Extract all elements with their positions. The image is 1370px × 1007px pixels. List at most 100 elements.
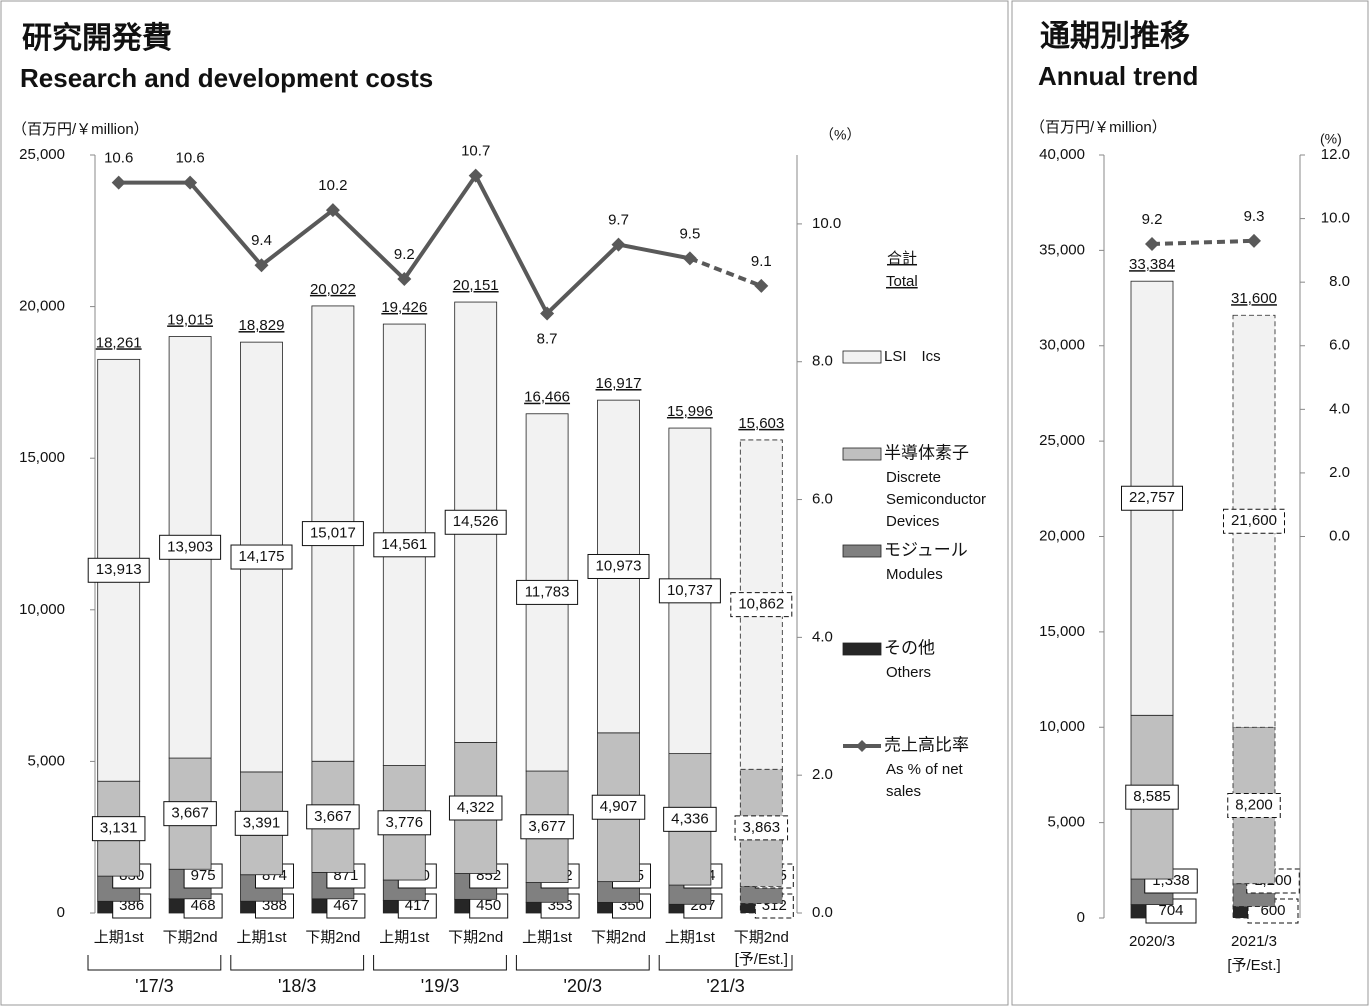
value-label: 13,903 [167,538,213,555]
value-label-box [587,553,650,579]
value-label: 15,017 [310,525,356,542]
y2-tick-label: 8.0 [1329,273,1350,290]
y2-tick-label: 2.0 [1329,464,1350,481]
ratio-marker [1145,237,1159,252]
y-tick-label: 0 [1077,909,1085,926]
ratio-label: 10.6 [104,150,133,167]
y2-axis-label: (%) [1320,131,1342,147]
ratio-label: 9.2 [394,246,415,263]
ratio-marker [254,258,269,273]
x-tick-label: 2020/3 [1129,933,1175,950]
panel-border [1011,0,1369,1006]
legend-label-en: Others [886,664,931,681]
group-label: '20/3 [564,976,602,996]
legend-label-en: As % of net [886,761,964,778]
total-label: 20,022 [310,281,356,298]
ratio-line [118,171,691,317]
group-label: '21/3 [706,976,744,996]
legend-swatch [842,544,882,558]
y2-tick-label: 12.0 [1321,146,1350,163]
group-bracket [87,955,222,971]
estimate-label: [予/Est.] [1227,957,1280,974]
value-label: 450 [476,897,501,914]
ratio-label: 10.2 [318,177,347,194]
value-label-box [1121,485,1183,511]
value-label: 3,776 [386,814,424,831]
x-tick-label: 2021/3 [1231,933,1277,950]
value-label-box [87,557,150,583]
legend-marker [856,740,868,752]
ratio-marker [540,306,555,321]
bar-segment [739,886,783,904]
x-tick-label: 下期2nd [305,929,360,946]
x-tick-label: 上期1st [522,929,573,946]
y-tick-label: 25,000 [1039,432,1085,449]
ratio-marker [611,237,626,252]
total-label: 19,015 [167,311,213,328]
x-tick-label: 上期1st [94,929,145,946]
y-tick-label: 5,000 [27,752,65,769]
value-label: 21,600 [1231,512,1277,529]
chart-subtitle: Annual trend [1038,61,1198,91]
value-label: 4,336 [671,810,709,827]
group-label: '19/3 [421,976,459,996]
value-label: 467 [333,897,358,914]
legend-label-en: Modules [886,566,943,583]
ratio-label: 9.1 [751,253,772,270]
panel-border [0,0,1009,1006]
ratio-marker [111,175,126,190]
ratio-marker [754,278,769,293]
legend-swatch [842,350,882,364]
total-label: 33,384 [1129,256,1175,273]
y2-tick-label: 4.0 [812,628,833,645]
y2-tick-label: 6.0 [1329,337,1350,354]
ratio-marker [325,203,340,218]
y-tick-label: 0 [57,904,65,921]
value-label: 3,391 [243,814,281,831]
value-label: 8,200 [1235,796,1273,813]
value-label: 3,131 [100,820,138,837]
total-label: 18,261 [96,334,142,351]
group-label: '18/3 [278,976,316,996]
legend-label: LSI Ics [884,348,941,365]
value-label-box [730,592,793,618]
ratio-marker [397,272,412,287]
value-label: 14,561 [381,536,427,553]
total-label: 16,917 [596,375,642,392]
value-label-box [734,815,789,841]
value-label: 10,862 [738,596,784,613]
value-label: 975 [191,867,216,884]
value-label-box [520,814,574,840]
y-tick-label: 35,000 [1039,241,1085,258]
value-label: 417 [405,897,430,914]
total-label: 31,600 [1231,290,1277,307]
value-label-box [306,804,360,830]
value-label-box [91,816,146,842]
value-label: 14,175 [239,548,285,565]
legend-label-en: sales [886,783,921,800]
y-tick-label: 15,000 [1039,623,1085,640]
x-tick-label: 上期1st [236,929,287,946]
estimate-label: [予/Est.] [735,951,788,968]
ratio-marker [183,175,198,190]
legend-total-en: Total [886,273,918,290]
ratio-label: 10.6 [175,150,204,167]
ratio-label: 8.7 [537,330,558,347]
y-tick-label: 40,000 [1039,146,1085,163]
y-tick-label: 10,000 [1039,718,1085,735]
total-label: 19,426 [381,299,427,316]
legend-label: 売上高比率 [884,735,969,754]
value-label: 4,907 [600,798,638,815]
y2-tick-label: 8.0 [812,353,833,370]
x-tick-label: 上期1st [379,929,430,946]
value-label-box [658,578,721,604]
legend-label: その他 [884,638,935,657]
value-label-box [377,810,432,836]
ratio-label: 9.2 [1142,211,1163,228]
value-label: 10,737 [667,582,713,599]
ratio-marker [468,168,483,183]
value-label-box [234,810,289,836]
value-label: 4,322 [457,799,495,816]
y2-tick-label: 0.0 [812,904,833,921]
